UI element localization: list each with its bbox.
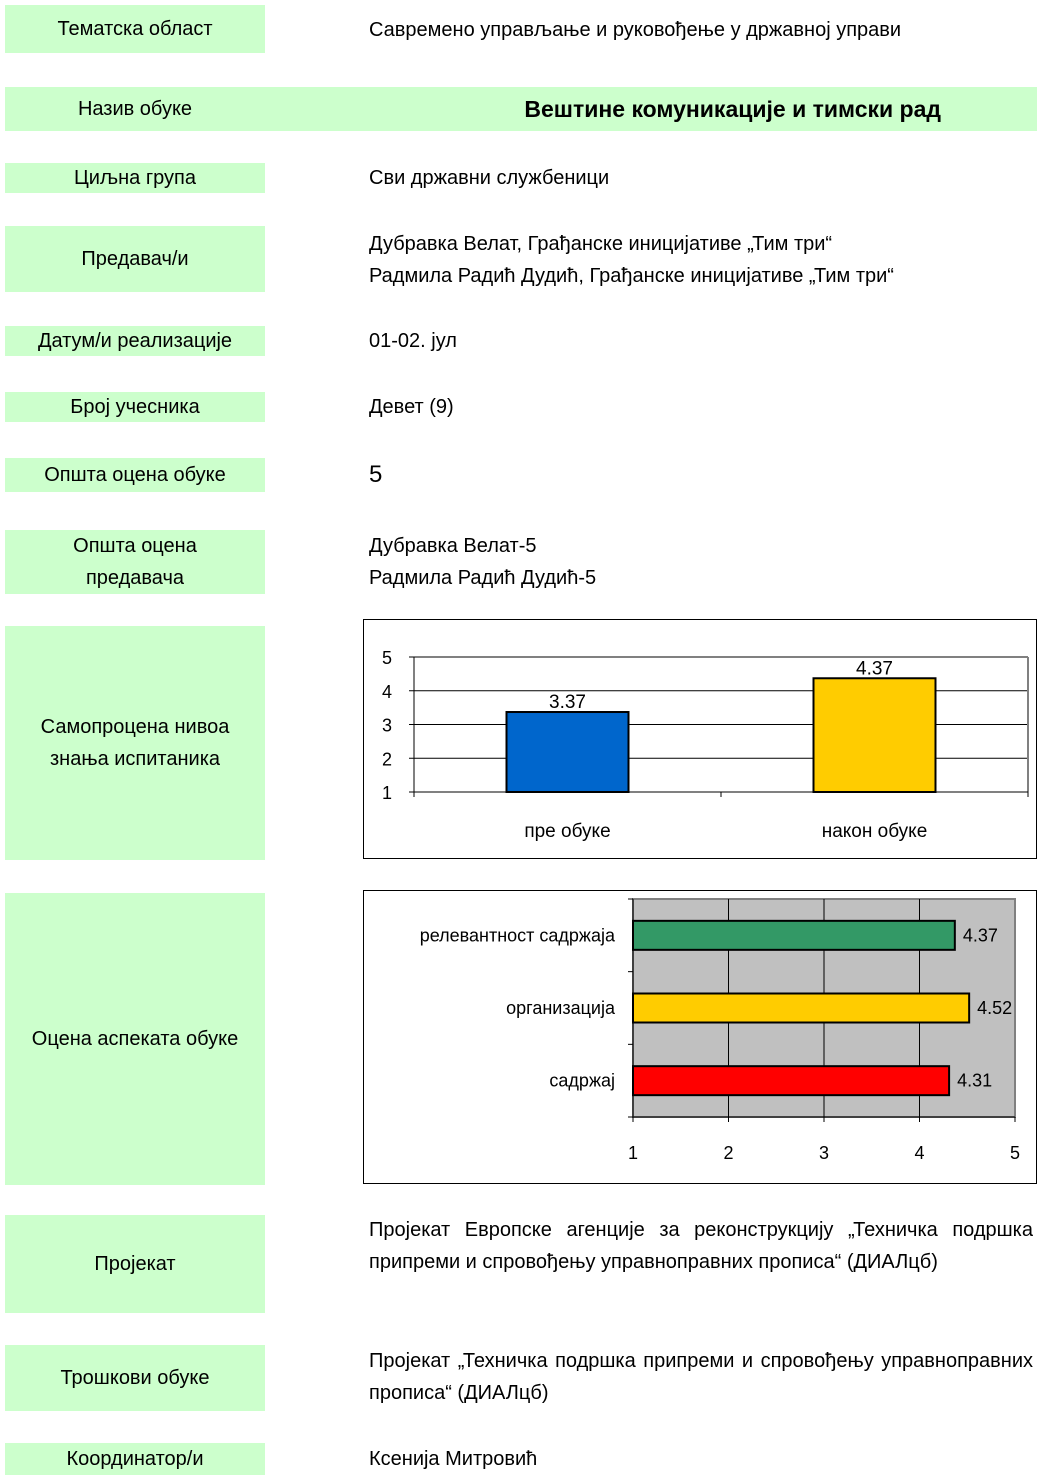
dates-value: 01-02. јул	[369, 330, 457, 352]
label-dates: Датум/и реализације	[5, 326, 265, 356]
label-dates-text: Датум/и реализације	[37, 330, 233, 352]
aspects-chart: 1 2 3 4 5 4.37 релевантност садржаја 4.52 органи…	[363, 890, 1037, 1184]
lecturer-score-2: Радмила Радић Дудић-5	[369, 567, 597, 589]
thematic-area-value: Савремено управљање и руковођење у држав…	[369, 19, 902, 41]
label-lecturers-text: Предавач/и	[81, 248, 189, 270]
lecturer-2: Радмила Радић Дудић, Грађанске иницијати…	[369, 265, 894, 287]
category-label: након обуке	[822, 821, 928, 842]
y-tick-label: 2	[382, 749, 392, 769]
label-self-assessment-line2: знања испитаника	[49, 748, 221, 770]
x-tick-label: 1	[628, 1143, 638, 1163]
bar-value-label: 4.52	[977, 998, 1012, 1018]
category-label: организација	[506, 998, 616, 1018]
self-assessment-chart-svg: 1 2 3 4 5 3.37 пре обуке 4.37 након обуке	[382, 648, 1029, 842]
label-lecturer-score-line2: предавача	[85, 567, 185, 589]
bar-value-label: 4.31	[957, 1071, 992, 1091]
label-target-group-text: Циљна група	[74, 167, 196, 189]
label-overall-score-text: Општа оцена обуке	[44, 464, 226, 486]
overall-score-value: 5	[369, 461, 383, 488]
label-overall-score: Општа оцена обуке	[5, 458, 265, 492]
lecturers-list: Дубравка Велат, Грађанске иницијативе „Т…	[369, 228, 894, 292]
category-label: пре обуке	[524, 821, 610, 842]
label-lecturer-score-line1: Општа оцена	[73, 535, 197, 557]
label-aspects: Оцена аспеката обуке	[5, 893, 265, 1185]
label-participants: Број учесника	[5, 392, 265, 422]
bar	[632, 992, 971, 1024]
target-group-value: Сви државни службеници	[369, 167, 610, 189]
costs-value: Пројекат „Техничка подршка припреми и сп…	[369, 1350, 1033, 1404]
coordinator-value: Ксенија Митровић	[369, 1448, 538, 1470]
lecturer-score-1: Дубравка Велат-5	[369, 535, 537, 557]
label-aspects-text: Оцена аспеката обуке	[31, 1028, 239, 1050]
aspects-chart-svg: 1 2 3 4 5 4.37 релевантност садржаја 4.52 органи…	[420, 898, 1020, 1163]
x-tick-label: 3	[819, 1143, 829, 1163]
label-lecturer-score: Општа оцена предавача	[5, 530, 265, 594]
bar-value-label: 3.37	[549, 692, 586, 713]
label-coordinator-text: Координатор/и	[66, 1448, 204, 1470]
label-self-assessment-line1: Самопроцена нивоа	[40, 716, 230, 738]
x-tick-label: 5	[1010, 1143, 1020, 1163]
lecturer-scores: Дубравка Велат-5 Радмила Радић Дудић-5	[369, 530, 596, 594]
bar	[632, 919, 956, 951]
label-project-text: Пројекат	[94, 1253, 176, 1275]
label-target-group: Циљна група	[5, 163, 265, 193]
lecturer-1: Дубравка Велат, Грађанске иницијативе „Т…	[369, 233, 833, 255]
bar	[632, 1065, 951, 1097]
bar-value-label: 4.37	[963, 925, 998, 945]
y-tick-label: 5	[382, 648, 392, 668]
label-training-name-text: Назив обуке	[77, 98, 193, 120]
label-self-assessment: Самопроцена нивоа знања испитаника	[5, 626, 265, 860]
project-value: Пројекат Европске агенције за реконструк…	[369, 1219, 1033, 1273]
category-label: релевантност садржаја	[420, 925, 616, 945]
label-coordinator: Координатор/и	[5, 1443, 265, 1475]
label-training-name: Назив обуке	[5, 87, 1037, 131]
y-tick-label: 1	[382, 783, 392, 803]
x-tick-label: 2	[723, 1143, 733, 1163]
label-thematic-area-text: Тематска област	[57, 18, 213, 40]
bar	[505, 711, 630, 793]
training-title: Вештине комуникације и тимски рад	[524, 96, 941, 122]
y-tick-label: 4	[382, 682, 392, 702]
label-costs: Трошкови обуке	[5, 1345, 265, 1411]
label-thematic-area: Тематска област	[5, 5, 265, 53]
participants-value: Девет (9)	[369, 396, 454, 418]
bar	[812, 677, 937, 794]
y-tick-label: 3	[382, 716, 392, 736]
category-label: садржај	[549, 1071, 615, 1091]
bar-value-label: 4.37	[856, 658, 893, 679]
label-costs-text: Трошкови обуке	[60, 1367, 210, 1389]
label-lecturers: Предавач/и	[5, 226, 265, 292]
label-participants-text: Број учесника	[70, 396, 200, 418]
self-assessment-chart: 1 2 3 4 5 3.37 пре обуке 4.37 након обуке	[363, 619, 1037, 859]
label-project: Пројекат	[5, 1215, 265, 1313]
x-tick-label: 4	[914, 1143, 924, 1163]
